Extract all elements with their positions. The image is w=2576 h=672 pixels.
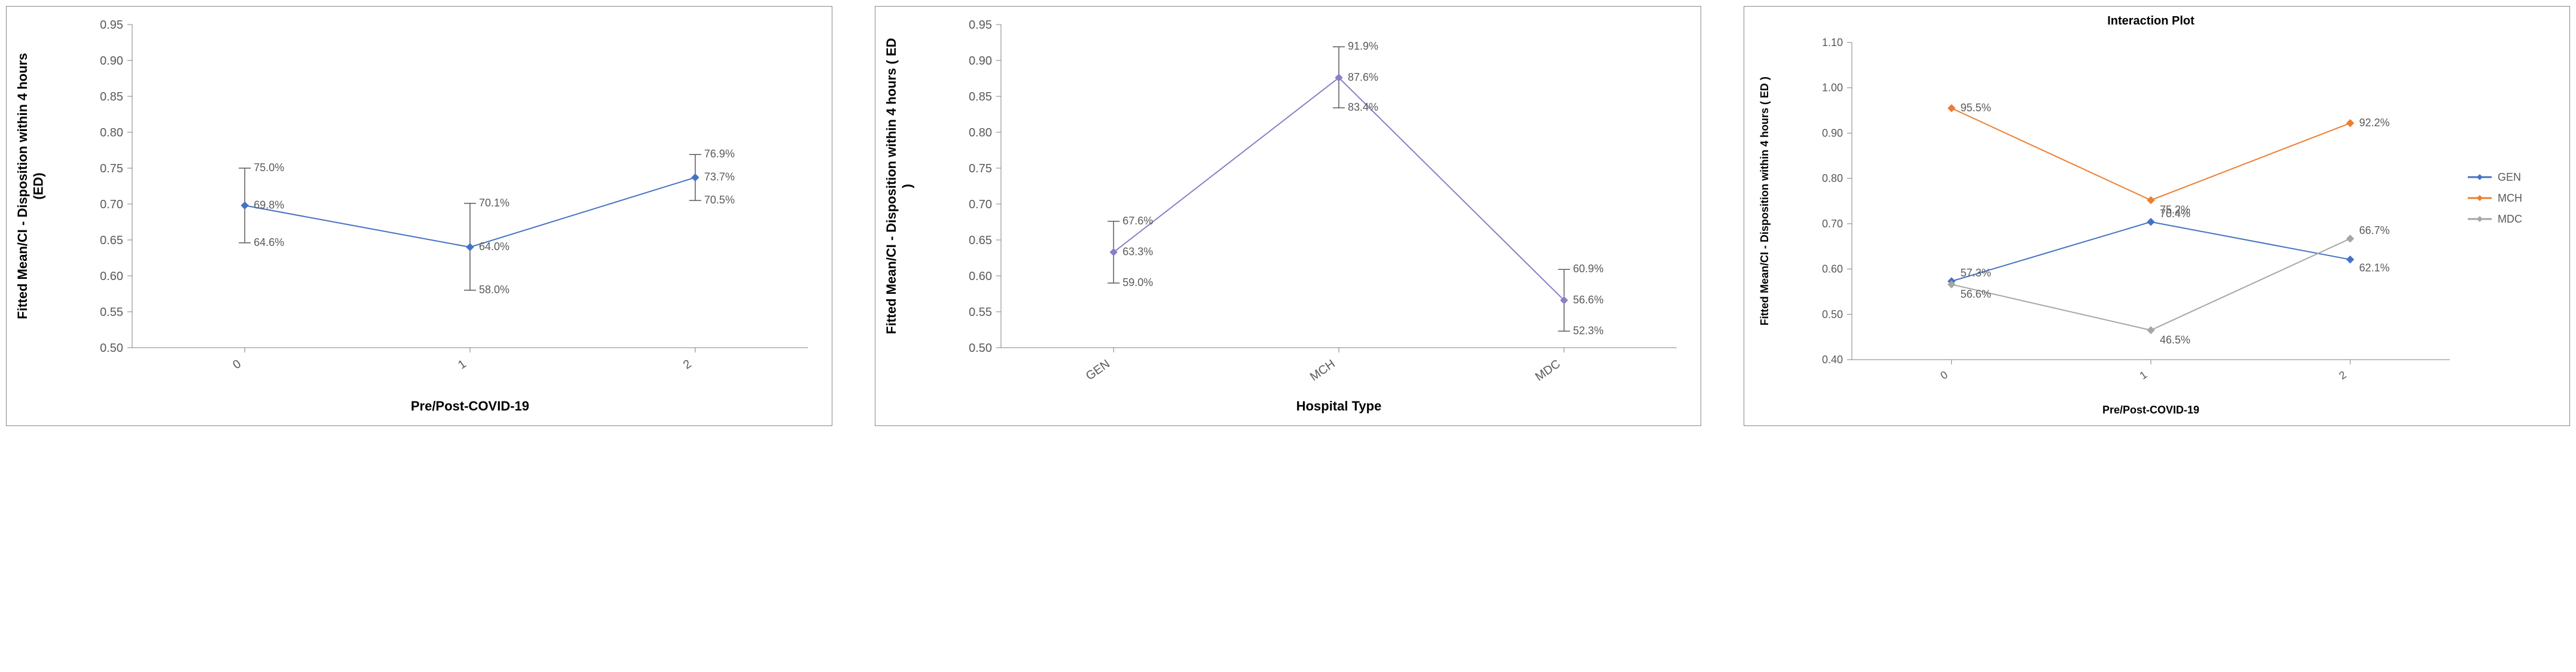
point-mid-label: 63.3% [1122, 245, 1153, 257]
svg-text:66.7%: 66.7% [2359, 224, 2389, 236]
svg-text:62.1%: 62.1% [2359, 262, 2389, 274]
svg-text:46.5%: 46.5% [2160, 334, 2190, 346]
svg-text:0.80: 0.80 [100, 126, 123, 139]
svg-text:0.90: 0.90 [1822, 127, 1843, 139]
point-lo-label: 64.6% [254, 236, 284, 248]
svg-text:0.50: 0.50 [100, 342, 123, 355]
svg-text:2: 2 [681, 357, 694, 372]
point-hi-label: 91.9% [1348, 40, 1378, 52]
point-lo-label: 52.3% [1573, 324, 1604, 336]
point-mid-label: 64.0% [479, 241, 509, 253]
point-hi-label: 67.6% [1122, 215, 1153, 227]
x-axis-title: Hospital Type [1296, 399, 1382, 413]
point-hi-label: 75.0% [254, 162, 284, 174]
panel-interaction-plot: Interaction Plot 0.40 0.50 0.60 0.70 0.80 0.90… [1744, 6, 2570, 426]
svg-text:0.75: 0.75 [969, 162, 992, 175]
svg-text:2: 2 [2337, 369, 2349, 382]
point-hi-label: 60.9% [1573, 263, 1604, 275]
point-lo-label: 58.0% [479, 284, 509, 296]
svg-text:0.70: 0.70 [100, 198, 123, 211]
svg-text:0.60: 0.60 [1822, 263, 1843, 275]
y-axis-title: Fitted Mean/CI - Disposition within 4 ho… [884, 38, 914, 335]
legend-label: MDC [2498, 213, 2522, 225]
point-mid-label: 87.6% [1348, 71, 1378, 83]
point-lo-label: 59.0% [1122, 276, 1153, 288]
svg-text:0.60: 0.60 [969, 270, 992, 283]
svg-text:0.40: 0.40 [1822, 354, 1843, 366]
svg-text:0.70: 0.70 [1822, 218, 1843, 230]
x-axis-title: Pre/Post-COVID-19 [411, 399, 529, 413]
point-lo-label: 83.4% [1348, 101, 1378, 113]
svg-text:GEN: GEN [1083, 357, 1112, 383]
svg-text:0.65: 0.65 [100, 234, 123, 247]
chart-row: 0.50 0.55 0.60 0.65 0.70 0.75 0.80 0.85 0.90 0.95… [6, 6, 2570, 426]
svg-text:92.2%: 92.2% [2359, 117, 2389, 129]
y-axis-title: Fitted Mean/CI - Disposition within 4 ho… [1759, 77, 1771, 326]
svg-text:MDC: MDC [1533, 357, 1563, 384]
svg-text:0.70: 0.70 [969, 198, 992, 211]
svg-text:0.85: 0.85 [969, 90, 992, 104]
point-mid-label: 69.8% [254, 199, 284, 211]
svg-text:0.55: 0.55 [969, 306, 992, 319]
panel-pre-post-covid: 0.50 0.55 0.60 0.65 0.70 0.75 0.80 0.85 0.90 0.95… [6, 6, 832, 426]
svg-text:1.10: 1.10 [1822, 37, 1843, 48]
svg-text:MCH: MCH [1308, 357, 1338, 384]
svg-text:0.80: 0.80 [969, 126, 992, 139]
svg-text:0.90: 0.90 [100, 54, 123, 68]
svg-text:95.5%: 95.5% [1961, 102, 1991, 114]
legend-label: GEN [2498, 171, 2521, 183]
svg-text:0.55: 0.55 [100, 306, 123, 319]
svg-text:0.95: 0.95 [969, 19, 992, 32]
x-axis-title: Pre/Post-COVID-19 [2102, 404, 2199, 416]
panel-hospital-type: 0.50 0.55 0.60 0.65 0.70 0.75 0.80 0.85 0.90 0.95… [875, 6, 1701, 426]
svg-text:1: 1 [456, 357, 469, 372]
point-lo-label: 70.5% [704, 194, 735, 206]
svg-text:0: 0 [230, 357, 243, 372]
legend-label: MCH [2498, 192, 2522, 204]
chart-title: Interaction Plot [2107, 14, 2195, 28]
svg-text:0.75: 0.75 [100, 162, 123, 175]
svg-text:0: 0 [1938, 369, 1950, 382]
svg-text:0.85: 0.85 [100, 90, 123, 104]
svg-text:0.90: 0.90 [969, 54, 992, 68]
svg-text:0.65: 0.65 [969, 234, 992, 247]
point-hi-label: 70.1% [479, 197, 509, 209]
svg-text:0.60: 0.60 [100, 270, 123, 283]
point-mid-label: 56.6% [1573, 294, 1604, 306]
point-hi-label: 76.9% [704, 148, 735, 160]
svg-text:56.6%: 56.6% [1961, 288, 1991, 300]
svg-text:0.50: 0.50 [969, 342, 992, 355]
svg-text:0.95: 0.95 [100, 19, 123, 32]
svg-text:57.3%: 57.3% [1961, 267, 1991, 279]
svg-text:0.80: 0.80 [1822, 172, 1843, 184]
svg-text:1: 1 [2138, 369, 2150, 382]
svg-text:1.00: 1.00 [1822, 82, 1843, 94]
point-mid-label: 73.7% [704, 171, 735, 183]
svg-text:0.50: 0.50 [1822, 308, 1843, 320]
y-axis-title: Fitted Mean/CI - Disposition within 4 ho… [15, 53, 45, 320]
svg-text:75.2%: 75.2% [2160, 203, 2190, 215]
